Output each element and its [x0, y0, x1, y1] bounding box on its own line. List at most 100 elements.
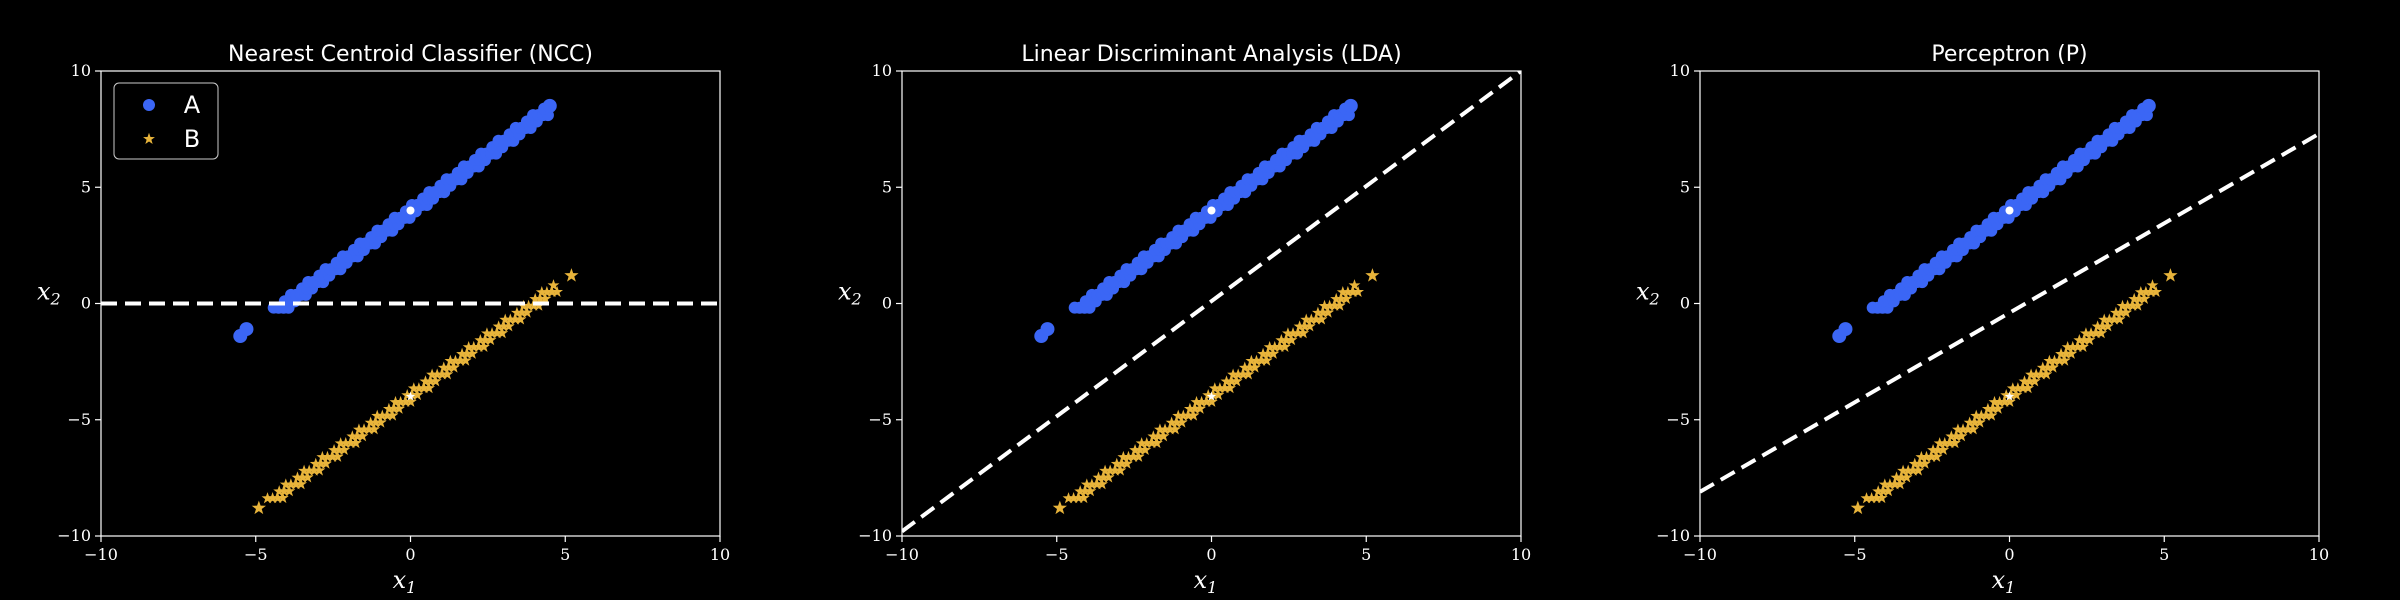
data-point [2095, 326, 2108, 339]
data-point [1091, 478, 1103, 490]
data-point [1300, 313, 1313, 325]
data-point [2134, 286, 2147, 298]
data-point [1077, 491, 1090, 504]
data-point [1882, 484, 1895, 497]
data-point [496, 326, 509, 339]
data-point [1298, 320, 1311, 332]
data-point [278, 485, 291, 497]
legend-box [113, 82, 219, 160]
data-point [1328, 299, 1341, 311]
data-point [334, 437, 347, 449]
centroid-marker [406, 206, 415, 215]
data-point [2006, 382, 2019, 394]
data-point [1040, 322, 1055, 337]
data-point [1915, 450, 1928, 463]
data-point [1908, 457, 1921, 469]
data-point [1352, 285, 1365, 298]
x-tick-label: −5 [244, 545, 268, 564]
data-point [535, 286, 548, 298]
data-point [1315, 313, 1328, 325]
x-tick-label: −10 [885, 545, 919, 564]
data-point [1190, 395, 1203, 408]
data-point [1945, 430, 1958, 442]
chart-panel-2: Linear Discriminant Analysis (LDA) −10−10… [838, 42, 1531, 597]
data-point [1948, 436, 1961, 449]
data-point [509, 313, 522, 325]
data-point [2109, 306, 2122, 318]
x-tick-label: −10 [1683, 545, 1717, 564]
data-point [1850, 500, 1865, 515]
data-point [1877, 485, 1890, 497]
data-point [1981, 402, 1994, 415]
x-tick-label: −5 [1843, 545, 1867, 564]
data-point [326, 450, 339, 462]
data-point [2058, 354, 2071, 366]
data-point [284, 478, 297, 490]
y-tick-label: 0 [1680, 294, 1690, 313]
data-point [368, 423, 381, 435]
data-point [2061, 340, 2074, 353]
data-point [273, 485, 286, 497]
data-point [376, 409, 389, 421]
data-point [437, 361, 450, 373]
data-point [522, 299, 535, 311]
data-point [2085, 327, 2097, 339]
y-tick-label: 10 [71, 61, 91, 80]
data-point [1973, 416, 1986, 428]
data-point [2138, 292, 2151, 304]
data-point [1968, 416, 1981, 428]
data-point [1170, 416, 1183, 428]
decision-boundary-line [902, 71, 1521, 533]
data-point [441, 368, 454, 380]
data-point [1099, 464, 1112, 476]
data-point [1912, 464, 1925, 476]
data-point [1938, 437, 1951, 449]
data-point [1232, 368, 1245, 380]
data-point [477, 340, 490, 352]
data-point [1305, 313, 1318, 325]
data-point [426, 368, 439, 380]
x-axis-label: x1 [393, 566, 417, 597]
data-point [1134, 443, 1147, 456]
y-tick-label: −10 [858, 526, 892, 545]
legend-circle-icon [143, 99, 155, 111]
data-point [298, 464, 311, 476]
data-point [547, 279, 560, 291]
data-point [1925, 450, 1938, 462]
y-axis-label: x2 [37, 278, 61, 309]
data-point [1998, 395, 2011, 408]
y-tick-label: 5 [81, 177, 91, 196]
data-point [2018, 375, 2031, 387]
data-point [431, 368, 444, 380]
data-point [371, 409, 384, 421]
data-point [1205, 395, 1218, 407]
data-point [1207, 388, 1220, 401]
data-point [2023, 375, 2036, 387]
y-tick-label: −5 [868, 410, 892, 429]
data-point [1970, 409, 1983, 421]
data-point [358, 423, 370, 435]
data-point [374, 416, 387, 428]
data-point [529, 292, 542, 305]
plot-area [1700, 98, 2319, 515]
data-point [1139, 443, 1152, 456]
data-point [1900, 471, 1913, 483]
data-point [406, 388, 419, 401]
data-point [436, 368, 449, 380]
data-point [1348, 279, 1361, 291]
data-point [2047, 361, 2059, 373]
data-point [462, 340, 475, 353]
data-point [1282, 327, 1294, 339]
data-point [1072, 491, 1085, 504]
data-point [2091, 320, 2104, 332]
data-point [1194, 402, 1207, 414]
data-point [356, 430, 369, 442]
data-point [2103, 313, 2116, 325]
data-point [1104, 464, 1117, 476]
series-A [233, 98, 557, 344]
data-point [1147, 430, 1160, 442]
data-point [1165, 416, 1178, 428]
data-point [1980, 409, 1993, 421]
data-point [1333, 299, 1346, 311]
series-B [251, 268, 579, 515]
